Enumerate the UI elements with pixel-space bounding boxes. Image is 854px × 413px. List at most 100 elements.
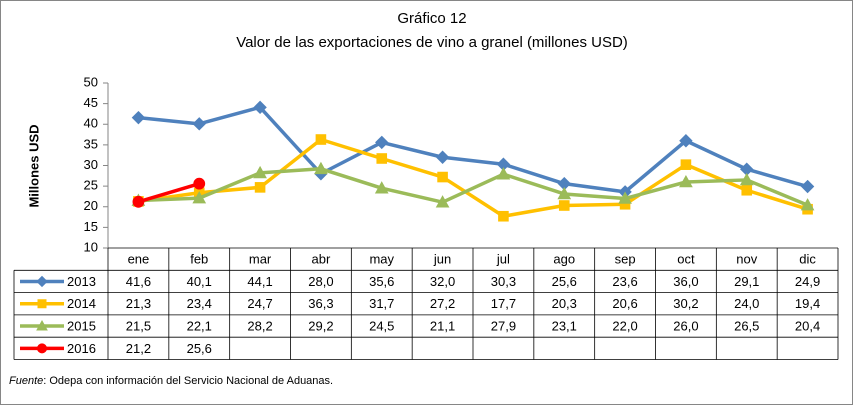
legend-label: 2014: [67, 296, 96, 311]
marker: [253, 165, 267, 179]
table-value: 19,4: [795, 296, 820, 311]
x-tick-label: mar: [249, 252, 272, 267]
marker: [36, 320, 48, 331]
y-tick-label: 30: [84, 157, 98, 172]
chart-subtitle: Valor de las exportaciones de vino a gra…: [236, 34, 628, 51]
table-value: 24,0: [734, 296, 759, 311]
marker: [374, 181, 389, 194]
marker: [376, 153, 388, 164]
marker: [36, 275, 48, 288]
series-line: [137, 181, 200, 204]
legend-label: 2013: [67, 274, 96, 289]
table-value: 28,0: [308, 274, 333, 289]
table-value: 27,9: [491, 318, 516, 333]
table-value: 22,1: [187, 318, 212, 333]
table-value: 30,3: [491, 274, 516, 289]
marker: [679, 174, 693, 188]
x-tick-label: may: [369, 252, 394, 267]
table-value: 32,0: [430, 274, 455, 289]
marker: [253, 100, 267, 115]
table-value: 36,0: [673, 274, 698, 289]
source-label: Fuente: [9, 375, 43, 387]
marker: [435, 150, 450, 164]
x-tick-label: abr: [312, 252, 331, 267]
marker: [193, 177, 206, 190]
x-tick-label: oct: [677, 252, 695, 267]
x-tick-label: sep: [615, 252, 636, 267]
source-text: : Odepa con información del Servicio Nac…: [43, 375, 333, 387]
marker: [37, 299, 47, 309]
table-value: 20,4: [795, 318, 820, 333]
chart-title: Gráfico 12: [397, 10, 466, 27]
y-tick-label: 20: [84, 198, 98, 213]
series-line: [138, 167, 809, 207]
marker: [314, 161, 328, 175]
table-value: 22,0: [612, 318, 637, 333]
x-tick-label: jun: [433, 252, 451, 267]
table-value: 24,9: [795, 274, 820, 289]
table-value: 24,5: [369, 318, 394, 333]
table-value: 20,3: [552, 296, 577, 311]
marker: [680, 159, 692, 170]
table-value: 25,6: [187, 341, 212, 356]
table-value: 30,2: [673, 296, 698, 311]
legend-label: 2016: [67, 341, 96, 356]
x-tick-label: ene: [128, 252, 150, 267]
table-value: 23,6: [612, 274, 637, 289]
table-value: 17,7: [491, 296, 516, 311]
table-value: 21,3: [126, 296, 151, 311]
marker: [254, 182, 266, 193]
marker: [37, 343, 47, 354]
y-tick-label: 15: [84, 219, 98, 234]
legend-label: 2015: [67, 318, 96, 333]
marker: [437, 171, 448, 183]
table-value: 40,1: [187, 274, 212, 289]
y-tick-label: 25: [84, 178, 98, 193]
x-tick-label: nov: [736, 252, 757, 267]
table-value: 31,7: [369, 296, 394, 311]
source: Fuente: Odepa con información del Servic…: [9, 375, 333, 387]
y-tick-label: 45: [84, 95, 98, 110]
table-value: 23,1: [552, 318, 577, 333]
table-value: 23,4: [187, 296, 212, 311]
marker: [557, 186, 572, 200]
marker: [558, 200, 570, 211]
marker: [618, 191, 632, 204]
table-value: 44,1: [247, 274, 272, 289]
table-value: 27,2: [430, 296, 455, 311]
marker: [435, 195, 450, 208]
table-value: 26,0: [673, 318, 698, 333]
marker: [800, 198, 815, 211]
table-value: 21,2: [126, 341, 151, 356]
series-line: [138, 105, 809, 194]
y-tick-label: 10: [84, 239, 98, 254]
marker: [800, 179, 815, 194]
table-value: 21,1: [430, 318, 455, 333]
y-tick-label: 40: [84, 116, 98, 131]
y-tick-label: 50: [84, 74, 98, 89]
table-value: 36,3: [308, 296, 333, 311]
table-value: 24,7: [247, 296, 272, 311]
x-tick-label: ago: [553, 252, 575, 267]
marker: [739, 172, 754, 186]
y-axis-label: Millones USD: [26, 124, 41, 207]
table-value: 28,2: [247, 318, 272, 333]
table-value: 21,5: [126, 318, 151, 333]
table-value: 26,5: [734, 318, 759, 333]
marker: [679, 134, 693, 148]
table-value: 29,2: [308, 318, 333, 333]
x-tick-label: dic: [799, 252, 816, 267]
table-value: 29,1: [734, 274, 759, 289]
table-value: 25,6: [552, 274, 577, 289]
x-tick-label: feb: [190, 252, 208, 267]
table-value: 35,6: [369, 274, 394, 289]
marker: [498, 210, 509, 222]
marker: [315, 134, 327, 145]
marker: [192, 117, 206, 131]
marker: [131, 110, 146, 125]
table-value: 41,6: [126, 274, 151, 289]
marker: [132, 195, 145, 208]
series-line: [138, 137, 809, 218]
marker: [496, 167, 511, 180]
